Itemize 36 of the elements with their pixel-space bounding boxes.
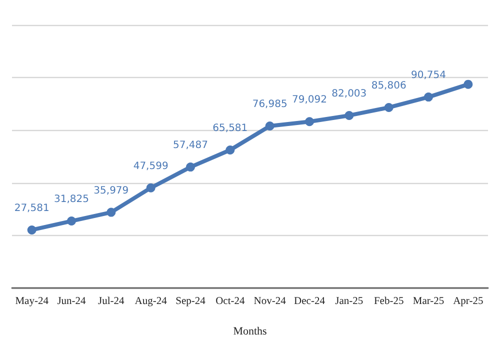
- point: [67, 216, 76, 226]
- data-label: 57,487: [173, 140, 208, 152]
- x-tick-label: May-24: [15, 296, 50, 307]
- point: [106, 208, 116, 217]
- data-label: 47,599: [133, 160, 168, 172]
- data-label: 27,581: [14, 202, 50, 214]
- point: [384, 102, 394, 112]
- point: [146, 183, 156, 192]
- x-tick-label: Apr-25: [453, 296, 484, 307]
- data-label: 85,806: [371, 80, 406, 92]
- x-tick-label: Jan-25: [335, 296, 364, 307]
- x-tick-label: Sep-24: [176, 296, 206, 307]
- point: [424, 92, 433, 102]
- data-label: 76,985: [252, 99, 288, 110]
- point: [305, 117, 314, 126]
- x-tick-label: Dec-24: [294, 296, 326, 307]
- data-label: 31,825: [54, 194, 89, 206]
- point: [186, 162, 195, 172]
- x-tick-label: Mar-25: [412, 296, 444, 307]
- point: [265, 122, 274, 131]
- x-tick-label: Aug-24: [134, 296, 168, 307]
- data-label: 90,754: [411, 70, 446, 82]
- x-tick-label: Oct-24: [216, 296, 246, 307]
- data-label: 35,979: [94, 185, 129, 196]
- x-tick-label: Feb-25: [374, 296, 404, 307]
- point: [226, 146, 235, 155]
- data-label: 79,092: [292, 94, 327, 106]
- data-label: 65,581: [212, 123, 248, 134]
- data-label: 82,003: [332, 88, 367, 100]
- x-axis-title: Months: [233, 326, 267, 338]
- x-tick-label: Jul-24: [98, 296, 126, 307]
- x-tick-label: Nov-24: [254, 296, 287, 307]
- x-tick-label: Jun-24: [57, 296, 87, 307]
- point: [27, 225, 36, 234]
- point: [344, 110, 354, 120]
- point: [464, 80, 473, 89]
